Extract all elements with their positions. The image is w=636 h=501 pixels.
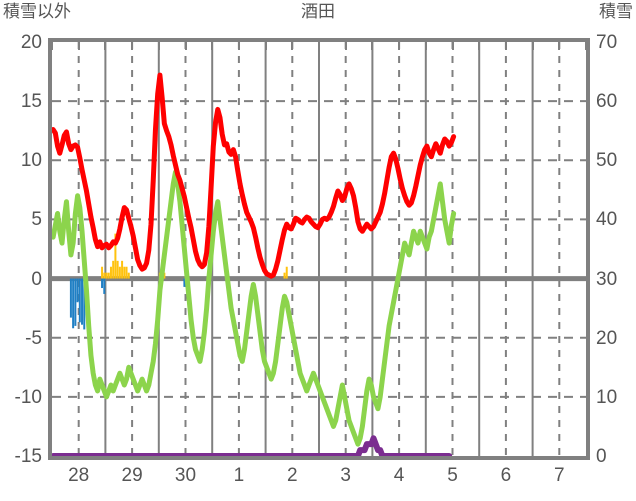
chart-canvas [52,42,586,456]
tick-mark [237,42,240,50]
plot-area [48,38,590,460]
precipitation-bar [107,272,110,279]
precipitation-bar [125,266,128,279]
sunshine-bar [81,278,84,325]
y-tick-label-right: 0 [596,446,607,467]
tick-mark [77,42,80,50]
y-tick-label-right: 30 [596,268,618,290]
precipitation-bar [283,272,286,279]
y-tick-label-right: 10 [596,386,618,408]
tick-mark [585,42,587,50]
precipitation-bar [109,266,112,279]
precipitation-bar [163,272,166,279]
y-tick-label-left: 5 [31,209,42,231]
tick-mark [478,42,481,50]
tick-mark [344,42,347,50]
x-tick-label: 6 [500,465,512,486]
x-tick-label: 28 [68,465,90,486]
tick-mark [558,42,561,50]
x-tick-label: 5 [447,465,458,486]
left-axis-header: 積雪以外 [3,2,71,21]
sunshine-bar [101,278,104,289]
tick-mark [531,42,534,50]
y-tick-label-right: 50 [596,150,618,172]
precipitation-bar [103,272,106,279]
x-tick-label: 1 [233,465,245,486]
sunshine-bar [74,278,77,326]
precipitation-bar [105,272,108,279]
tick-mark [157,42,160,50]
series-line-temperature [52,72,457,279]
tick-mark [211,42,214,50]
tick-mark [371,42,374,50]
precipitation-bar [127,272,130,279]
sunshine-bar [78,278,81,323]
y-tick-label-left: 15 [20,91,42,113]
y-tick-label-right: 40 [596,209,618,231]
precipitation-bar [123,266,126,279]
precipitation-bar [101,266,104,279]
tick-mark [131,42,134,50]
precipitation-bar [121,260,124,279]
y-tick-label-left: -15 [14,446,42,467]
y-tick-label-left: 0 [31,268,42,290]
tick-mark [424,42,427,50]
tick-mark [398,42,401,50]
sunshine-bar [103,278,106,294]
series-line-snow-depth [52,435,453,456]
x-tick-label: 30 [174,465,197,486]
x-tick-label: 3 [340,465,351,486]
x-tick-label: 29 [121,465,143,486]
x-tick-label: 7 [554,465,565,486]
series-line-wind [52,169,457,447]
y-tick-label-right: 60 [596,91,618,113]
y-tick-label-left: 10 [20,150,42,172]
right-axis-header: 積雪 [599,2,633,21]
sunshine-bar [76,278,79,303]
tick-mark [104,42,107,50]
tick-mark [318,42,320,50]
precipitation-bar [116,260,119,279]
tick-mark [184,42,187,50]
precipitation-bar [114,233,117,279]
tick-mark [451,42,454,50]
tick-mark [51,42,53,50]
page-title: 酒田 [301,2,335,21]
tick-mark [504,42,507,50]
y-tick-label-left: -5 [25,327,42,349]
sunshine-bar [69,278,72,318]
y-tick-label-right: 70 [596,32,618,53]
x-tick-label: 2 [287,465,298,486]
precipitation-bar [118,266,121,279]
tick-mark [264,42,267,50]
y-tick-label-left: 20 [20,32,42,53]
sunshine-bar [183,278,186,287]
precipitation-bar [112,260,115,279]
y-tick-label-right: 20 [596,327,618,349]
tick-mark [291,42,294,50]
precipitation-bar [285,266,288,279]
y-tick-label-left: -10 [14,386,42,408]
plot-inner [52,42,586,456]
x-tick-label: 4 [393,465,405,486]
sunshine-bar [72,278,75,329]
sunshine-bar [83,278,86,330]
